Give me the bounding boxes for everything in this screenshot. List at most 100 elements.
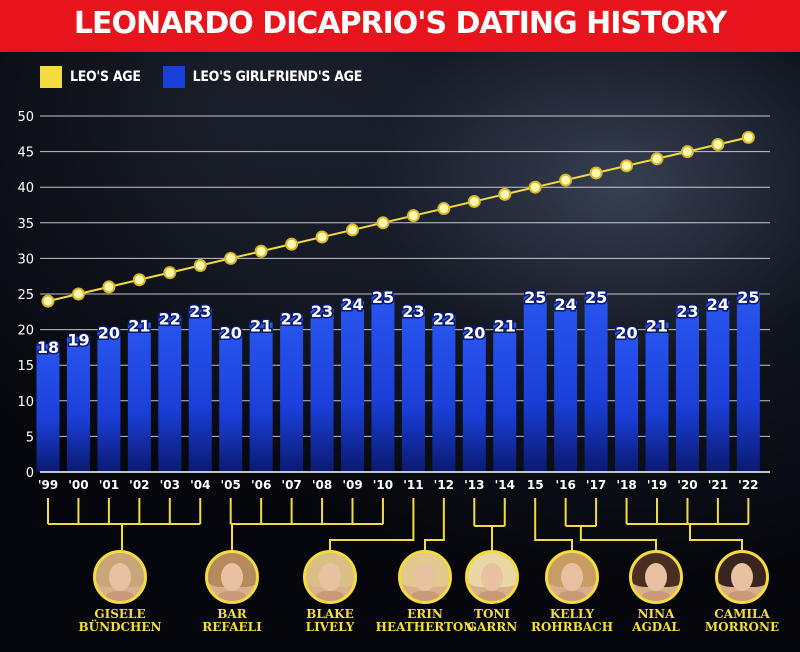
leo-age-point bbox=[346, 223, 359, 237]
y-tick-label: 25 bbox=[17, 288, 34, 303]
bar-value-label: 18 bbox=[37, 338, 59, 357]
bar bbox=[310, 308, 334, 472]
bar-value-label: 23 bbox=[311, 302, 333, 321]
leo-age-point bbox=[528, 180, 542, 194]
bar-value-label: 21 bbox=[250, 316, 272, 335]
leo-age-point bbox=[559, 173, 573, 187]
bar-value-label: 23 bbox=[676, 302, 698, 321]
bar-value-label: 19 bbox=[67, 331, 89, 350]
bar-value-label: 24 bbox=[707, 295, 729, 314]
x-tick-label: '22 bbox=[738, 478, 758, 492]
bracket-path bbox=[329, 498, 415, 550]
bar bbox=[523, 294, 547, 472]
title-banner: LEONARDO DICAPRIO'S DATING HISTORY bbox=[0, 0, 800, 52]
leo-age-point bbox=[467, 194, 481, 208]
x-tick-label: '06 bbox=[251, 478, 271, 492]
y-tick-label: 35 bbox=[17, 217, 34, 232]
x-tick-label: '00 bbox=[68, 478, 88, 492]
bar-value-label: 20 bbox=[463, 324, 485, 343]
leo-age-point bbox=[71, 287, 85, 301]
leo-age-point bbox=[680, 145, 694, 159]
girlfriend-name: BAR REFAELI bbox=[202, 607, 262, 634]
x-tick-label: '02 bbox=[129, 478, 149, 492]
avatar bbox=[465, 550, 519, 604]
girlfriend-portrait: ERIN HEATHERTON bbox=[365, 550, 485, 634]
avatar bbox=[629, 550, 683, 604]
bar-value-label: 23 bbox=[402, 302, 424, 321]
leo-age-point bbox=[406, 209, 420, 223]
leo-age-point bbox=[254, 244, 268, 258]
avatar bbox=[398, 550, 452, 604]
y-tick-label: 40 bbox=[17, 181, 34, 196]
bar bbox=[432, 315, 456, 472]
leo-age-point bbox=[711, 137, 725, 151]
bracket-path bbox=[579, 526, 657, 550]
bar bbox=[127, 322, 151, 472]
avatar bbox=[205, 550, 259, 604]
legend: LEO'S AGE LEO'S GIRLFRIEND'S AGE bbox=[40, 64, 384, 90]
leo-age-point bbox=[224, 251, 238, 265]
leo-age-point bbox=[620, 159, 634, 173]
leo-age-point bbox=[376, 216, 390, 230]
leo-age-point bbox=[193, 259, 207, 273]
girlfriend-name: CAMILA MORRONE bbox=[704, 607, 780, 634]
x-tick-label: '20 bbox=[677, 478, 697, 492]
x-tick-label: '04 bbox=[190, 478, 210, 492]
avatar bbox=[715, 550, 769, 604]
bar bbox=[615, 329, 639, 472]
bar-value-label: 25 bbox=[524, 288, 546, 307]
x-tick-label: '13 bbox=[464, 478, 484, 492]
leo-age-point bbox=[650, 152, 664, 166]
leo-age-point bbox=[589, 166, 603, 180]
y-tick-label: 30 bbox=[17, 252, 34, 267]
bar bbox=[462, 329, 486, 472]
bar-value-label: 22 bbox=[433, 309, 455, 328]
leo-age-point bbox=[285, 237, 299, 251]
girlfriend-name: KELLY ROHRBACH bbox=[530, 607, 614, 634]
legend-swatch-girlfriend-age bbox=[162, 66, 185, 88]
y-tick-label: 0 bbox=[26, 466, 34, 481]
x-tick-label: '11 bbox=[403, 478, 423, 492]
bar bbox=[36, 343, 60, 472]
girlfriend-portrait: KELLY ROHRBACH bbox=[512, 550, 632, 634]
y-tick-label: 50 bbox=[17, 110, 34, 125]
y-tick-label: 10 bbox=[17, 395, 34, 410]
legend-swatch-leo-age bbox=[40, 66, 62, 88]
bar bbox=[341, 301, 364, 472]
bar-value-label: 21 bbox=[494, 316, 516, 335]
girlfriend-name: TONI GARRN bbox=[466, 607, 518, 634]
y-tick-label: 45 bbox=[17, 146, 34, 161]
bracket-path bbox=[689, 524, 743, 550]
bar bbox=[584, 294, 608, 472]
x-tick-label: '12 bbox=[434, 478, 454, 492]
girlfriend-name: ERIN HEATHERTON bbox=[375, 607, 475, 634]
bar-value-label: 25 bbox=[372, 288, 394, 307]
bar bbox=[371, 294, 395, 472]
bar-value-label: 23 bbox=[189, 302, 211, 321]
avatar bbox=[93, 550, 147, 604]
bar bbox=[188, 308, 212, 472]
x-tick-label: '19 bbox=[647, 478, 667, 492]
x-tick-label: '14 bbox=[495, 478, 515, 492]
leo-age-point bbox=[741, 130, 755, 144]
bar bbox=[158, 315, 182, 472]
bar bbox=[736, 294, 760, 472]
bar-value-label: 21 bbox=[646, 316, 668, 335]
bar-value-label: 25 bbox=[585, 288, 607, 307]
bracket-path bbox=[424, 498, 445, 550]
leo-age-point bbox=[315, 230, 329, 244]
bar-value-label: 22 bbox=[280, 309, 302, 328]
x-tick-label: '21 bbox=[708, 478, 728, 492]
bar-value-label: 25 bbox=[737, 288, 759, 307]
y-tick-label: 20 bbox=[17, 324, 34, 339]
x-tick-label: '08 bbox=[312, 478, 332, 492]
bar-value-label: 20 bbox=[220, 324, 242, 343]
girlfriend-name: BLAKE LIVELY bbox=[305, 607, 355, 634]
y-tick-label: 5 bbox=[26, 430, 34, 445]
avatar bbox=[303, 550, 357, 604]
girlfriend-portrait: BLAKE LIVELY bbox=[270, 550, 390, 634]
x-tick-label: '18 bbox=[616, 478, 636, 492]
girlfriend-portrait: TONI GARRN bbox=[432, 550, 552, 634]
bar bbox=[97, 329, 121, 472]
